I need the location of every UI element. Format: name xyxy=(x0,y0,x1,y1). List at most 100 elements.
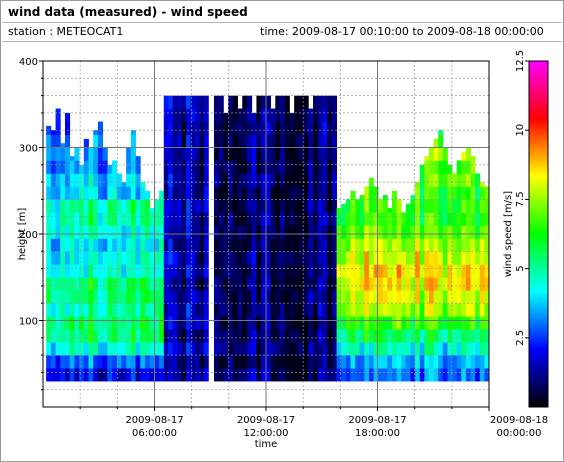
heatmap-cell xyxy=(470,303,476,317)
heatmap-cell xyxy=(237,199,243,213)
heatmap-cell xyxy=(190,329,196,343)
heatmap-cell xyxy=(181,173,187,187)
heatmap-cell xyxy=(107,342,113,356)
heatmap-cell xyxy=(392,303,398,317)
heatmap-cell xyxy=(280,225,286,239)
heatmap-cell xyxy=(102,199,108,213)
heatmap-cell xyxy=(69,368,75,382)
heatmap-cell xyxy=(442,342,448,356)
x-tick-label-date: 2009-08-18 xyxy=(490,415,548,426)
heatmap-cell xyxy=(163,186,169,200)
heatmap-cell xyxy=(140,290,146,304)
heatmap-cell xyxy=(447,173,453,187)
heatmap-cell xyxy=(294,212,300,226)
heatmap-cell xyxy=(284,134,290,148)
heatmap-cell xyxy=(313,316,319,330)
heatmap-cell xyxy=(144,290,151,304)
heatmap-cell xyxy=(298,108,304,122)
heatmap-cell xyxy=(168,264,174,278)
heatmap-cell xyxy=(242,329,248,343)
heatmap-cell xyxy=(102,355,108,369)
heatmap-cell xyxy=(382,342,388,356)
heatmap-cell xyxy=(327,277,333,291)
heatmap-cell xyxy=(270,355,276,369)
heatmap-cell xyxy=(433,355,439,369)
heatmap-cell xyxy=(64,186,71,200)
heatmap-cell xyxy=(97,225,104,239)
heatmap-cell xyxy=(419,303,425,317)
heatmap-cell xyxy=(405,368,411,382)
heatmap-cell xyxy=(280,290,286,304)
heatmap-cell xyxy=(336,208,342,213)
heatmap-cell xyxy=(154,199,160,213)
heatmap-cell xyxy=(93,316,99,330)
heatmap-cell xyxy=(107,264,113,278)
heatmap-cell xyxy=(149,277,155,291)
heatmap-cell xyxy=(355,368,361,382)
heatmap-cell xyxy=(140,303,146,317)
heatmap-cell xyxy=(294,108,300,122)
heatmap-cell xyxy=(195,199,200,213)
heatmap-cell xyxy=(345,316,351,330)
heatmap-cell xyxy=(199,264,205,278)
heatmap-cell xyxy=(172,147,178,161)
heatmap-cell xyxy=(74,368,80,382)
heatmap-cell xyxy=(60,264,66,278)
heatmap-cell xyxy=(93,212,99,226)
heatmap-cell xyxy=(112,290,118,304)
heatmap-cell xyxy=(144,190,151,200)
heatmap-cell xyxy=(317,277,323,291)
heatmap-cell xyxy=(46,355,52,369)
colorbar xyxy=(528,60,549,408)
heatmap-cell xyxy=(218,186,224,200)
heatmap-cell xyxy=(163,108,169,122)
heatmap-cell xyxy=(359,238,365,252)
heatmap-cell xyxy=(470,173,476,187)
heatmap-cell xyxy=(256,212,262,226)
heatmap-cell xyxy=(428,264,434,278)
heatmap-cell xyxy=(327,173,333,187)
heatmap-cell xyxy=(438,212,444,226)
heatmap-cell xyxy=(405,329,411,343)
heatmap-cell xyxy=(327,108,333,122)
heatmap-cell xyxy=(190,277,196,291)
heatmap-cell xyxy=(256,186,262,200)
heatmap-cell xyxy=(83,329,89,343)
heatmap-cell xyxy=(93,160,99,174)
heatmap-cell xyxy=(294,225,300,239)
heatmap-cell xyxy=(322,95,328,109)
heatmap-cell xyxy=(195,173,200,187)
heatmap-cell xyxy=(181,316,187,330)
heatmap-cell xyxy=(368,342,374,356)
heatmap-cell xyxy=(74,186,80,200)
heatmap-cell xyxy=(135,303,141,317)
heatmap-cell xyxy=(336,251,342,265)
heatmap-cell xyxy=(126,290,132,304)
heatmap-cell xyxy=(218,368,224,382)
heatmap-cell xyxy=(270,342,276,356)
heatmap-cell xyxy=(484,355,490,369)
heatmap-cell xyxy=(223,238,229,252)
heatmap-cell xyxy=(69,156,75,161)
heatmap-cell xyxy=(322,303,328,317)
heatmap-cell xyxy=(298,160,304,174)
heatmap-cell xyxy=(415,355,421,369)
heatmap-cell xyxy=(55,277,61,291)
heatmap-cell xyxy=(479,238,485,252)
heatmap-cell xyxy=(350,199,356,213)
heatmap-cell xyxy=(322,186,328,200)
heatmap-cell xyxy=(350,316,356,330)
heatmap-cell xyxy=(336,368,342,382)
heatmap-cell xyxy=(313,277,319,291)
heatmap-cell xyxy=(149,251,155,265)
heatmap-cell xyxy=(452,264,458,278)
heatmap-cell xyxy=(317,108,323,122)
heatmap-cell xyxy=(177,147,183,161)
heatmap-cell xyxy=(350,277,356,291)
heatmap-cell xyxy=(265,303,271,317)
heatmap-cell xyxy=(190,342,196,356)
heatmap-cell xyxy=(470,316,476,330)
colorbar-tick-label: 2.5 xyxy=(515,330,526,346)
heatmap-cell xyxy=(452,316,458,330)
heatmap-cell xyxy=(322,355,328,369)
